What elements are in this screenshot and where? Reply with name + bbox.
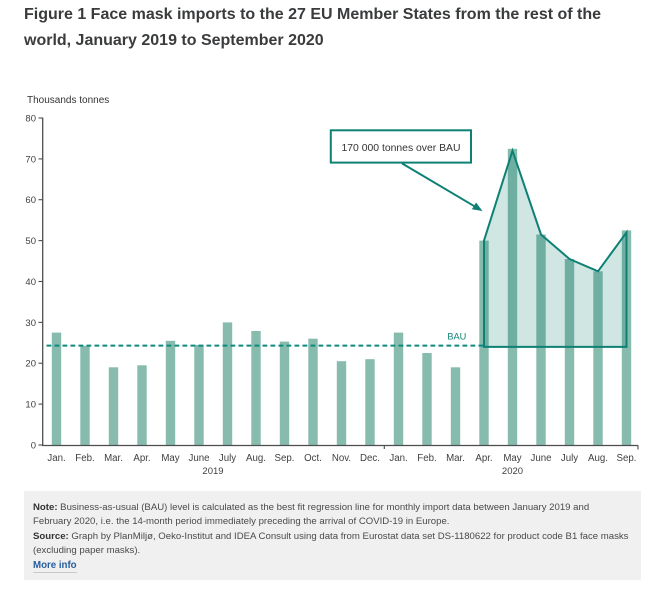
svg-text:30: 30 [25,318,36,329]
svg-text:Nov.: Nov. [332,453,351,464]
svg-text:Dec.: Dec. [360,453,380,464]
svg-text:Mar.: Mar. [104,453,123,464]
svg-text:July: July [561,453,578,464]
svg-text:2020: 2020 [502,466,523,477]
svg-text:80: 80 [25,113,36,124]
svg-text:BAU: BAU [447,331,466,341]
svg-text:Feb.: Feb. [417,453,436,464]
svg-text:0: 0 [31,440,36,451]
svg-text:10: 10 [25,400,36,411]
svg-text:40: 40 [25,277,36,288]
svg-text:Jan.: Jan. [47,453,65,464]
svg-text:2019: 2019 [202,466,223,477]
svg-text:July: July [219,453,236,464]
svg-text:Feb.: Feb. [75,453,94,464]
svg-text:Jan.: Jan. [389,453,407,464]
svg-text:Aug.: Aug. [588,453,608,464]
svg-text:Sep.: Sep. [275,453,295,464]
svg-text:June: June [530,453,551,464]
svg-text:May: May [503,453,521,464]
svg-text:Oct.: Oct. [304,453,322,464]
svg-text:70: 70 [25,154,36,165]
svg-text:50: 50 [25,236,36,247]
svg-text:Mar.: Mar. [446,453,465,464]
svg-text:Thousands tonnes: Thousands tonnes [27,95,109,106]
svg-text:20: 20 [25,359,36,370]
svg-text:May: May [161,453,179,464]
svg-text:Apr.: Apr. [475,453,492,464]
svg-text:170 000 tonnes over BAU: 170 000 tonnes over BAU [342,143,461,154]
svg-text:Apr.: Apr. [133,453,150,464]
svg-text:June: June [188,453,209,464]
svg-text:Sep.: Sep. [617,453,637,464]
svg-text:60: 60 [25,195,36,206]
svg-text:Aug.: Aug. [246,453,266,464]
